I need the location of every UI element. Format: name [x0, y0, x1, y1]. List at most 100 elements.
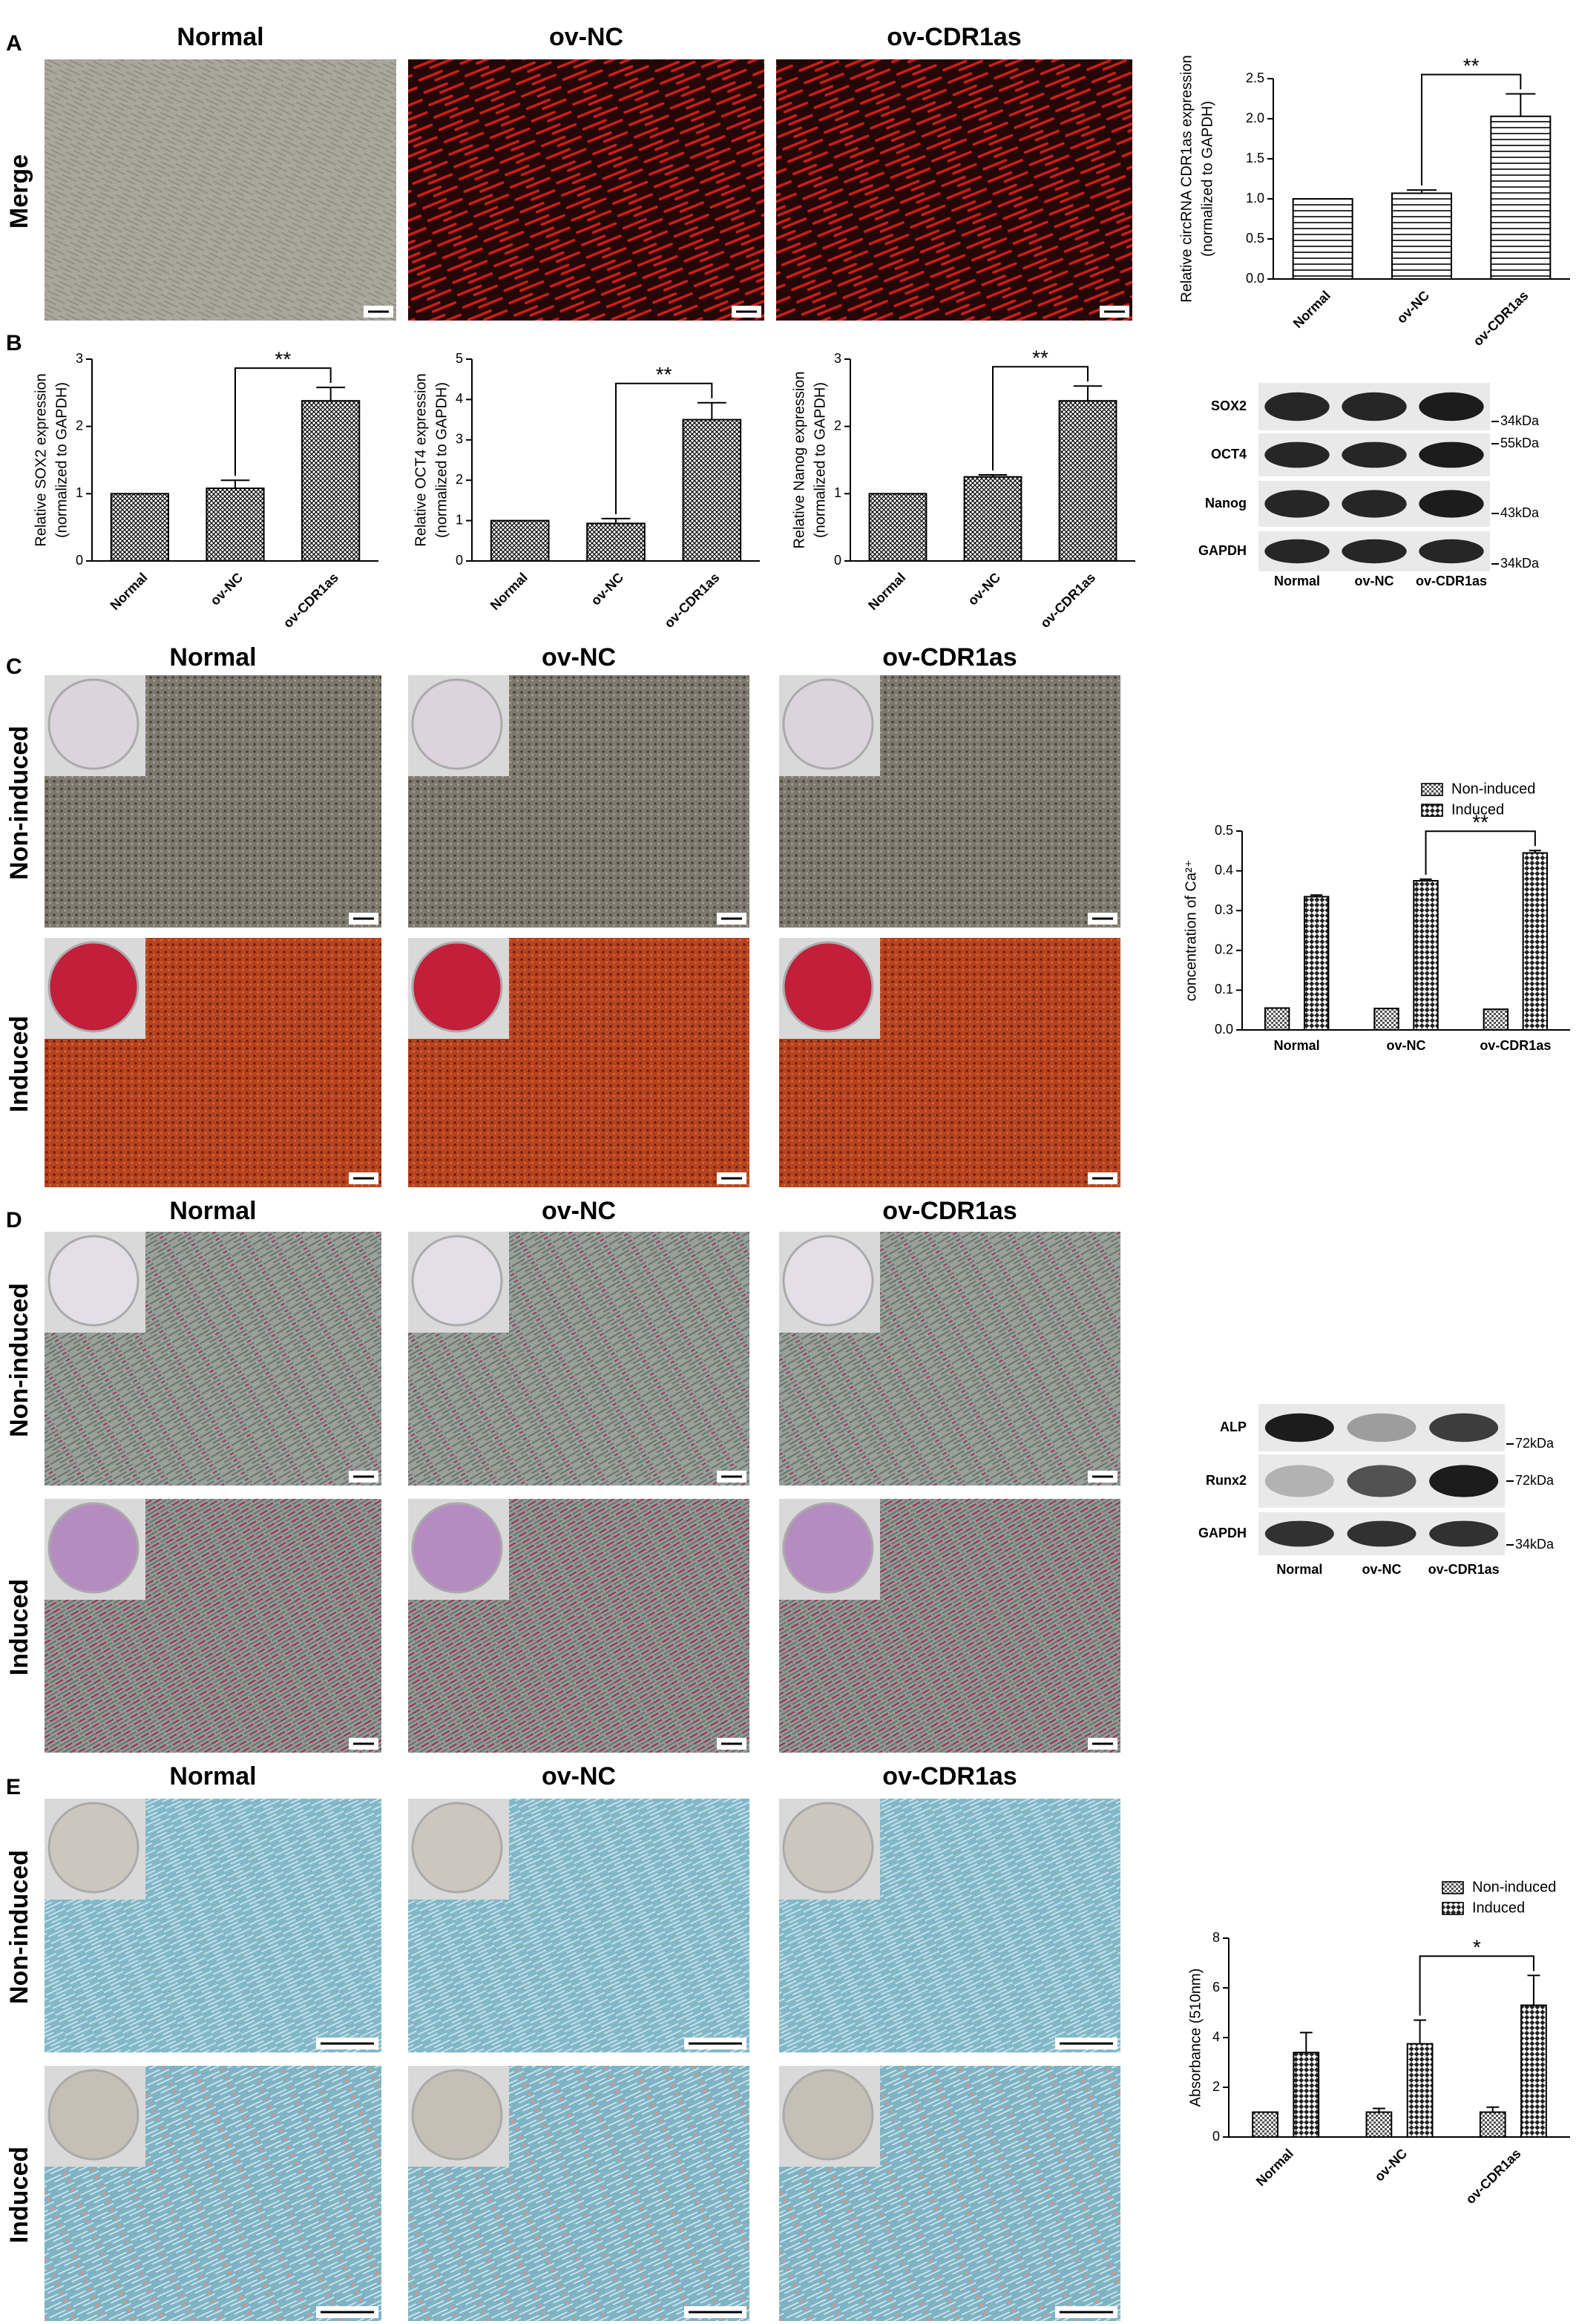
column-title: Normal	[169, 643, 256, 672]
y-tick-label: 4	[456, 391, 463, 406]
lane-label: ov-NC	[1355, 574, 1394, 588]
bar	[1264, 1007, 1290, 1031]
y-axis-label: Relative Nanog expression	[791, 371, 807, 548]
significance-label: **	[1032, 347, 1048, 370]
blot-band	[1342, 490, 1407, 518]
bar	[1406, 2043, 1434, 2138]
blot-band	[1419, 392, 1484, 421]
y-tick-label: 0	[834, 553, 841, 568]
x-tick-label: ov-NC	[208, 570, 246, 608]
y-axis-label: Relative circRNA CDR1as expression	[1178, 55, 1195, 302]
panel-letter: A	[6, 31, 22, 56]
dish	[47, 1502, 139, 1594]
lane-label: ov-CDR1as	[1416, 574, 1487, 588]
dish	[411, 941, 503, 1033]
blot-band	[1264, 1413, 1334, 1442]
y-tick-label: 0.3	[1215, 902, 1233, 917]
x-tick-label: ov-NC	[588, 570, 627, 608]
y-axis-label: Absorbance (510nm)	[1187, 1969, 1204, 2107]
error-bar	[1372, 2107, 1385, 2113]
bar	[1483, 1008, 1509, 1031]
y-axis-label: (normalized to GAPDH)	[433, 382, 450, 538]
panel-letter: E	[6, 1775, 21, 1799]
legend-swatch	[1442, 1902, 1464, 1915]
significance-bracket	[1419, 1955, 1534, 2016]
blot-band	[1429, 1465, 1499, 1497]
row-label: Non-induced	[5, 1850, 33, 2004]
y-tick-label: 2.0	[1246, 111, 1264, 125]
x-tick-label: Normal	[1290, 288, 1333, 331]
y-tick-label: 3	[456, 432, 463, 447]
y-tick-label: 0	[456, 553, 463, 568]
blot-band	[1419, 442, 1484, 468]
legend-label: Induced	[1472, 1900, 1525, 1916]
bar	[1413, 880, 1439, 1031]
column-title: ov-CDR1as	[882, 1762, 1017, 1790]
blot-label: GAPDH	[1198, 1526, 1247, 1540]
panel-letter: D	[6, 1208, 22, 1232]
x-tick-label: ov-NC	[1387, 1038, 1426, 1053]
blot-band	[1264, 392, 1330, 421]
row-label: Induced	[5, 1016, 33, 1112]
bar	[1058, 400, 1117, 562]
error-bar	[220, 479, 250, 489]
column-title: ov-NC	[549, 23, 623, 51]
row-label: Induced	[5, 2147, 33, 2243]
y-tick-label: 5	[456, 351, 463, 366]
bar	[110, 493, 169, 562]
row-label: Induced	[5, 1579, 33, 1675]
dish	[782, 1802, 874, 1894]
error-bar	[1529, 850, 1541, 853]
dish	[47, 941, 139, 1033]
bar	[682, 418, 742, 562]
dish	[47, 2069, 139, 2161]
x-tick-label: ov-CDR1as	[1470, 288, 1531, 349]
dish	[411, 1235, 503, 1327]
error-bar	[1506, 93, 1536, 116]
dish	[47, 1802, 139, 1894]
micrograph	[408, 59, 764, 321]
y-tick-label: 2	[834, 418, 841, 433]
column-title: ov-CDR1as	[887, 23, 1021, 51]
row-label: Merge	[5, 154, 33, 229]
blot-band	[1264, 539, 1330, 564]
column-title: ov-NC	[542, 1762, 616, 1790]
dish	[782, 1235, 874, 1327]
column-title: ov-CDR1as	[882, 643, 1017, 672]
error-bar	[1419, 878, 1432, 881]
x-tick-label: Normal	[108, 570, 151, 613]
significance-bracket	[234, 367, 332, 476]
bar	[1365, 2111, 1393, 2138]
x-tick-label: ov-NC	[1372, 2146, 1411, 2185]
y-tick-label: 8	[1212, 1930, 1220, 1945]
y-tick-label: 2	[76, 418, 83, 433]
y-tick-label: 0.5	[1246, 231, 1264, 246]
y-tick-label: 0	[1212, 2129, 1220, 2144]
error-bar	[1407, 189, 1437, 194]
y-tick-label: 0.4	[1215, 862, 1233, 877]
y-tick-label: 0	[76, 553, 83, 568]
micrograph	[45, 59, 396, 321]
bar	[1373, 1008, 1399, 1031]
y-axis-label: (normalized to GAPDH)	[53, 382, 70, 538]
blot-band	[1264, 1465, 1334, 1497]
significance-label: *	[1473, 1936, 1481, 1959]
y-tick-label: 1.0	[1246, 191, 1264, 206]
bar	[868, 493, 928, 562]
dish	[411, 1802, 503, 1894]
dish	[411, 2069, 503, 2161]
y-tick-label: 1	[76, 485, 83, 500]
dish	[47, 1235, 139, 1327]
lane-label: ov-CDR1as	[1428, 1562, 1500, 1577]
significance-label: **	[656, 363, 672, 386]
marker-label: 72kDa	[1515, 1473, 1555, 1488]
dish	[411, 1502, 503, 1594]
error-bar	[1073, 385, 1103, 401]
x-tick-label: ov-CDR1as	[280, 570, 341, 631]
error-bar	[1527, 1975, 1540, 2006]
legend-label: Non-induced	[1472, 1879, 1556, 1895]
y-axis-label: (normalized to GAPDH)	[812, 382, 828, 538]
bar	[1303, 896, 1330, 1031]
x-tick-label: Normal	[1253, 2146, 1296, 2189]
